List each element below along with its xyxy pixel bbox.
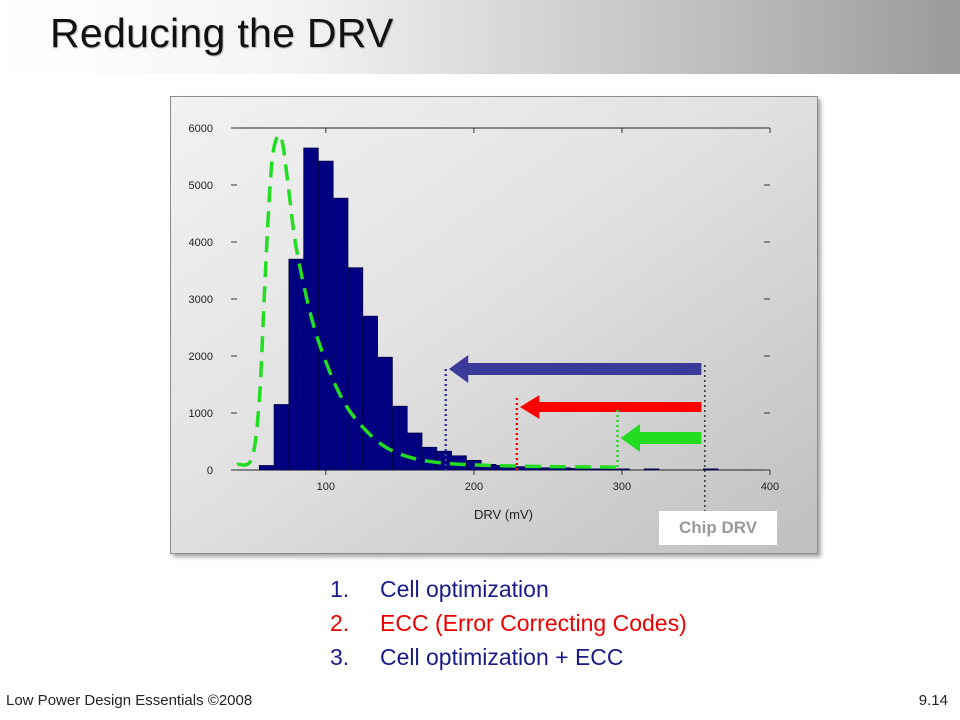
y-tick-label: 2000 xyxy=(189,351,213,363)
y-tick-label: 4000 xyxy=(189,237,213,249)
histogram-bar xyxy=(436,450,452,471)
x-tick-label: 400 xyxy=(761,481,779,493)
y-tick-label: 5000 xyxy=(189,180,213,192)
y-tick-label: 0 xyxy=(207,465,213,477)
list-number: 3. xyxy=(330,644,350,670)
histogram-bar xyxy=(273,404,290,471)
reduction-arrow xyxy=(620,424,702,452)
slide-title: Reducing the DRV xyxy=(50,10,394,56)
reduction-arrow xyxy=(519,395,702,419)
histogram-bar xyxy=(392,405,408,471)
histogram-bar xyxy=(421,446,438,471)
list-text: ECC (Error Correcting Codes) xyxy=(380,610,687,636)
x-axis-label: DRV (mV) xyxy=(474,507,533,522)
fit-curve-dashed xyxy=(236,133,622,469)
histogram-bar xyxy=(703,468,719,471)
fit-curve-layer xyxy=(236,133,622,469)
method-list: 1. Cell optimization 2. ECC (Error Correct… xyxy=(330,572,687,674)
chart-panel: 0 1000 2000 3000 4000 5000 6000 100 200 300 400 DRV… xyxy=(170,96,818,554)
y-tick-label: 3000 xyxy=(189,294,213,306)
footer-copyright: Low Power Design Essentials ©2008 xyxy=(6,692,253,709)
title-bar xyxy=(0,0,960,74)
histogram-bar xyxy=(614,468,630,471)
histogram-bar xyxy=(362,315,378,471)
histogram-bar xyxy=(643,468,660,471)
x-tick-label: 200 xyxy=(465,481,483,493)
list-item-1: 1. Cell optimization xyxy=(330,572,687,606)
footer-page-number: 9.14 xyxy=(918,692,948,709)
histogram-bar xyxy=(599,468,615,471)
histogram-bar xyxy=(584,468,601,471)
reduction-arrow xyxy=(448,355,702,383)
drv-histogram-chart: 0 1000 2000 3000 4000 5000 6000 100 200 300 400 DRV… xyxy=(189,123,780,522)
histogram-bar xyxy=(318,160,334,471)
axis-labels: 0 1000 2000 3000 4000 5000 6000 100 200 300 400 DRV… xyxy=(189,123,780,522)
histogram-bar xyxy=(332,197,349,471)
histogram-bar xyxy=(406,432,423,471)
histogram-bars xyxy=(258,147,719,471)
histogram-bar xyxy=(288,258,304,471)
histogram-bar xyxy=(303,147,319,471)
list-number: 2. xyxy=(330,610,350,636)
histogram-bar xyxy=(377,356,393,471)
list-text: Cell optimization + ECC xyxy=(380,644,624,670)
histogram-bar xyxy=(347,267,364,471)
histogram-bar xyxy=(258,465,275,471)
chip-drv-label: Chip DRV xyxy=(659,511,777,545)
x-tick-label: 100 xyxy=(317,481,335,493)
y-tick-label: 1000 xyxy=(189,408,213,420)
list-text: Cell optimization xyxy=(380,576,549,602)
list-item-2: 2. ECC (Error Correcting Codes) xyxy=(330,606,687,640)
x-tick-label: 300 xyxy=(613,481,631,493)
reduction-markers xyxy=(444,355,706,511)
y-tick-label: 6000 xyxy=(189,123,213,135)
list-item-3: 3. Cell optimization + ECC xyxy=(330,640,687,674)
list-number: 1. xyxy=(330,576,350,602)
